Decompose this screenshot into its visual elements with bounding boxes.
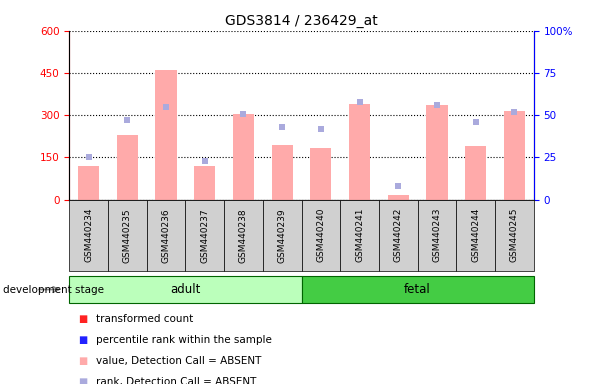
Text: adult: adult bbox=[170, 283, 201, 296]
Bar bbox=[78, 166, 99, 200]
Bar bbox=[194, 166, 215, 200]
Bar bbox=[426, 105, 447, 200]
Text: GSM440241: GSM440241 bbox=[355, 208, 364, 262]
Bar bbox=[271, 145, 293, 200]
Text: GSM440244: GSM440244 bbox=[471, 208, 480, 262]
Text: GSM440239: GSM440239 bbox=[277, 208, 286, 263]
Text: ■: ■ bbox=[78, 335, 87, 345]
Text: GSM440245: GSM440245 bbox=[510, 208, 519, 262]
Text: ■: ■ bbox=[78, 314, 87, 324]
Text: ■: ■ bbox=[78, 356, 87, 366]
Bar bbox=[156, 70, 177, 200]
Text: development stage: development stage bbox=[3, 285, 104, 295]
Text: ■: ■ bbox=[78, 377, 87, 384]
Bar bbox=[233, 114, 254, 200]
Bar bbox=[349, 104, 370, 200]
Text: GSM440240: GSM440240 bbox=[317, 208, 326, 262]
Bar bbox=[465, 146, 486, 200]
Bar bbox=[504, 111, 525, 200]
Text: GSM440235: GSM440235 bbox=[123, 208, 132, 263]
Text: GSM440243: GSM440243 bbox=[432, 208, 441, 262]
Text: GSM440242: GSM440242 bbox=[394, 208, 403, 262]
Text: fetal: fetal bbox=[404, 283, 431, 296]
Text: GSM440236: GSM440236 bbox=[162, 208, 171, 263]
Title: GDS3814 / 236429_at: GDS3814 / 236429_at bbox=[225, 14, 378, 28]
Bar bbox=[310, 147, 332, 200]
Text: GSM440238: GSM440238 bbox=[239, 208, 248, 263]
Bar bbox=[117, 135, 138, 200]
Bar bbox=[388, 195, 409, 200]
Text: transformed count: transformed count bbox=[96, 314, 194, 324]
Text: GSM440237: GSM440237 bbox=[200, 208, 209, 263]
Text: value, Detection Call = ABSENT: value, Detection Call = ABSENT bbox=[96, 356, 262, 366]
Text: GSM440234: GSM440234 bbox=[84, 208, 93, 262]
Text: rank, Detection Call = ABSENT: rank, Detection Call = ABSENT bbox=[96, 377, 257, 384]
Text: percentile rank within the sample: percentile rank within the sample bbox=[96, 335, 273, 345]
